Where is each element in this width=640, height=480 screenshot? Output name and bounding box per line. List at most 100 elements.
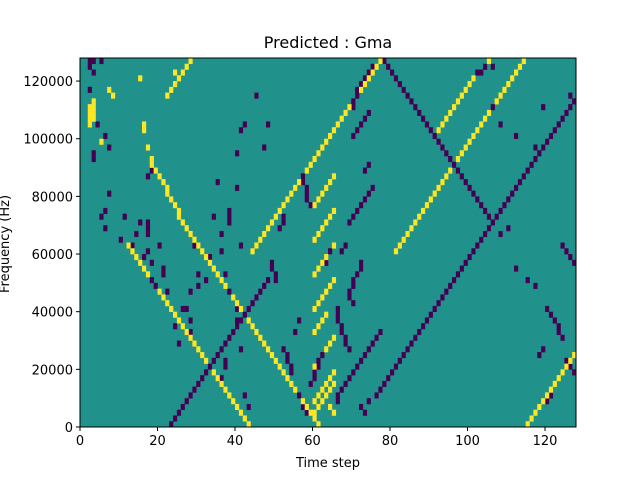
heatmap-cell xyxy=(498,92,503,99)
heatmap-cell xyxy=(157,242,162,249)
heatmap-cell xyxy=(176,317,182,324)
heatmap-cell xyxy=(196,380,201,387)
heatmap-cell xyxy=(517,63,523,70)
heatmap-cell xyxy=(91,115,96,122)
heatmap-cell xyxy=(316,196,321,203)
heatmap-cell xyxy=(258,288,263,295)
x-tick-label: 0 xyxy=(76,434,84,449)
heatmap-cell xyxy=(436,300,441,307)
heatmap-cell xyxy=(130,242,135,249)
heatmap-cell xyxy=(312,415,317,422)
heatmap-cell xyxy=(401,86,406,93)
heatmap-cell xyxy=(351,300,356,307)
heatmap-cell xyxy=(149,277,154,284)
heatmap-cell xyxy=(320,352,325,359)
heatmap-cell xyxy=(339,323,344,330)
heatmap-cell xyxy=(316,323,321,330)
y-tick-label: 60000 xyxy=(32,248,73,263)
heatmap-cell xyxy=(568,363,573,370)
heatmap-cell xyxy=(196,242,201,249)
heatmap-cell xyxy=(281,213,286,220)
heatmap-cell xyxy=(87,63,92,70)
heatmap-cell xyxy=(486,109,492,116)
heatmap-cell xyxy=(343,242,348,249)
heatmap-cell xyxy=(169,305,174,312)
heatmap-cell xyxy=(273,357,278,364)
heatmap-cell xyxy=(99,58,104,65)
heatmap-cell xyxy=(142,254,147,261)
heatmap-cell xyxy=(161,294,166,301)
heatmap-cell xyxy=(510,75,515,82)
heatmap-cell xyxy=(134,230,139,238)
heatmap-cell xyxy=(238,305,244,312)
heatmap-cell xyxy=(328,340,333,347)
heatmap-cell xyxy=(355,271,360,278)
heatmap-cell xyxy=(242,392,247,399)
heatmap-cell xyxy=(335,121,340,128)
heatmap-cell xyxy=(304,409,309,416)
heatmap-cell xyxy=(204,369,209,376)
heatmap-cell xyxy=(262,340,267,347)
heatmap-cell xyxy=(529,415,534,422)
heatmap-cell xyxy=(359,121,364,128)
heatmap-cell xyxy=(87,58,92,65)
heatmap-cell xyxy=(521,173,526,180)
heatmap-cell xyxy=(393,363,399,370)
heatmap-cell xyxy=(91,156,96,163)
heatmap-cell xyxy=(87,121,92,128)
heatmap-cell xyxy=(149,259,154,266)
heatmap-cell xyxy=(424,121,430,128)
x-tick-label: 60 xyxy=(304,434,321,449)
heatmap-cell xyxy=(339,248,344,255)
heatmap-cell xyxy=(328,179,333,186)
heatmap-cell xyxy=(533,156,538,163)
heatmap-cell xyxy=(320,386,325,393)
heatmap-cell xyxy=(436,138,441,145)
heatmap-cell xyxy=(227,392,232,399)
heatmap-cell xyxy=(448,156,453,163)
heatmap-cell xyxy=(300,179,306,186)
heatmap-cell xyxy=(304,403,309,411)
y-tick-label: 100000 xyxy=(23,133,73,148)
heatmap-cell xyxy=(304,190,309,197)
heatmap-cell xyxy=(176,340,182,347)
heatmap-cell xyxy=(335,392,340,399)
heatmap-cell xyxy=(514,265,519,272)
heatmap-cell xyxy=(238,409,244,416)
heatmap-cell xyxy=(169,196,174,203)
heatmap-cell xyxy=(293,386,298,393)
heatmap-cell xyxy=(374,63,379,70)
x-axis-ticks: 0 20 40 60 80 100 120 xyxy=(76,427,557,449)
heatmap-cell xyxy=(428,196,433,203)
heatmap-cell xyxy=(149,167,154,174)
heatmap-cell xyxy=(479,202,484,209)
heatmap-cell xyxy=(231,294,236,301)
heatmap-cell xyxy=(145,219,151,226)
heatmap-cell xyxy=(568,92,573,99)
heatmap-cell xyxy=(324,288,329,295)
heatmap-cell xyxy=(506,81,511,88)
heatmap-cell xyxy=(312,305,317,312)
heatmap-cell xyxy=(440,294,445,301)
heatmap-cell xyxy=(304,196,309,203)
heatmap-cell xyxy=(173,415,178,422)
heatmap-cell xyxy=(165,288,170,295)
heatmap-cell xyxy=(347,375,352,382)
heatmap-cell xyxy=(289,369,294,376)
heatmap-cell xyxy=(289,190,294,197)
heatmap-cell xyxy=(331,380,337,387)
heatmap-cell xyxy=(351,213,356,220)
heatmap-cell xyxy=(405,230,410,238)
heatmap-cell xyxy=(440,144,445,151)
heatmap-cell xyxy=(471,75,476,82)
heatmap-cell xyxy=(246,317,251,324)
heatmap-cell xyxy=(173,323,178,330)
heatmap-cell xyxy=(514,184,519,191)
heatmap-cell xyxy=(304,184,309,191)
heatmap-cell xyxy=(281,346,286,353)
heatmap-cell xyxy=(266,277,271,284)
heatmap-cell xyxy=(91,69,96,76)
heatmap-cell xyxy=(99,213,104,220)
heatmap-cell xyxy=(316,300,321,307)
heatmap-cell xyxy=(184,328,189,336)
